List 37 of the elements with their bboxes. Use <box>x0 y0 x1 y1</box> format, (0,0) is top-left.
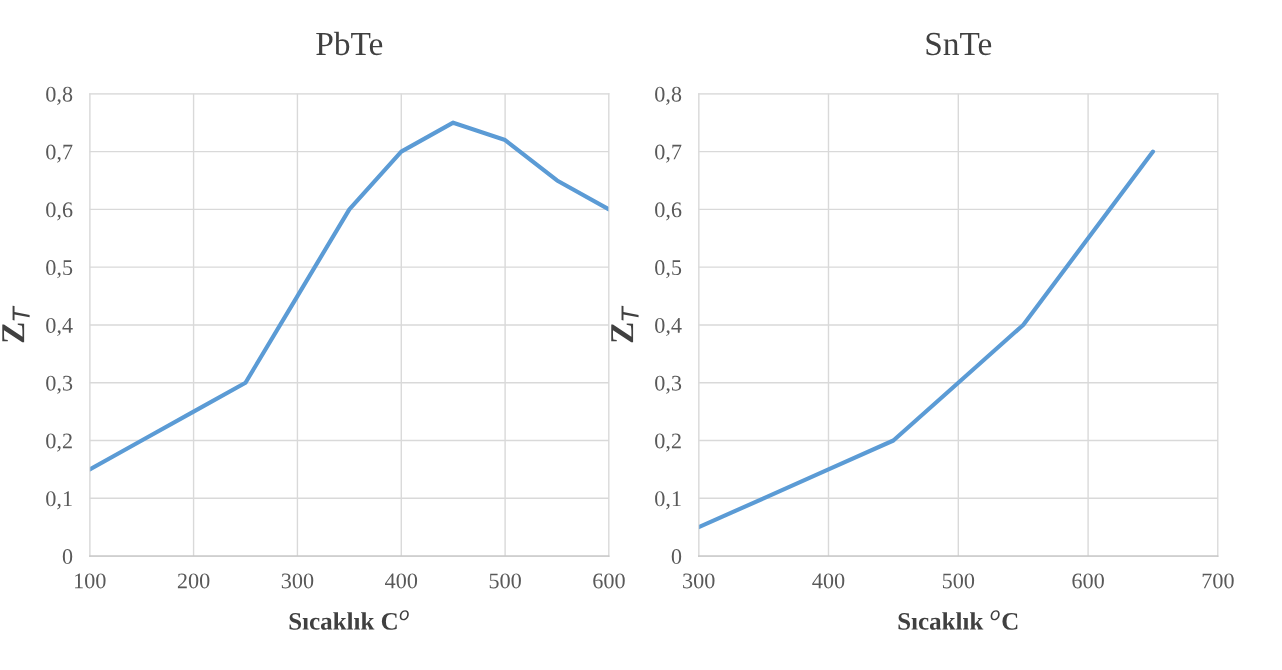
x-tick-label: 500 <box>489 573 521 589</box>
x-tick-label: 700 <box>1202 573 1234 589</box>
y-tick-label: 0,2 <box>46 433 72 452</box>
y-tick-label: 0,7 <box>46 144 73 163</box>
y-tick-label: 0,7 <box>655 144 682 163</box>
y-tick-label: 0,3 <box>46 375 73 394</box>
x-tick-label: 400 <box>385 573 418 589</box>
y-tick-label: 0,1 <box>655 491 681 510</box>
x-tick-label: 600 <box>1072 573 1104 589</box>
x-tick-label: 300 <box>281 573 314 589</box>
y-tick-label: 0 <box>62 549 73 565</box>
x-tick-label: 200 <box>177 573 210 589</box>
x-tick-label: 300 <box>683 573 715 589</box>
y-tick-label: 0,1 <box>46 491 72 510</box>
y-tick-label: 0 <box>671 549 682 565</box>
x-tick-label: 100 <box>75 573 106 589</box>
chart-title: SnTe <box>926 32 992 56</box>
chart-title: PbTe <box>316 31 383 56</box>
y-tick-label: 0,8 <box>655 86 682 105</box>
y-tick-label: 0,2 <box>655 433 681 452</box>
y-axis-title: Z$_{T}$ <box>2 305 30 343</box>
y-tick-label: 0,4 <box>46 317 73 337</box>
x-tick-label: 400 <box>812 573 845 589</box>
y-tick-label: 0,8 <box>46 86 73 105</box>
y-axis-title: Z$_{T}$ <box>611 305 639 343</box>
y-tick-label: 0,5 <box>655 260 682 279</box>
line-series <box>89 120 609 472</box>
x-tick-label: 500 <box>942 573 975 589</box>
x-axis-title: Sıcaklık $^{o}$C <box>898 610 1018 630</box>
x-tick-label: 600 <box>593 573 625 589</box>
y-tick-label: 0,5 <box>46 260 73 279</box>
y-tick-label: 0,4 <box>655 317 682 337</box>
y-tick-label: 0,6 <box>46 202 73 221</box>
line-series <box>698 149 1156 530</box>
y-tick-label: 0,6 <box>655 202 682 221</box>
y-tick-label: 0,3 <box>655 375 682 394</box>
x-axis-title: Sıcaklık C$^{o}$ <box>289 610 409 630</box>
